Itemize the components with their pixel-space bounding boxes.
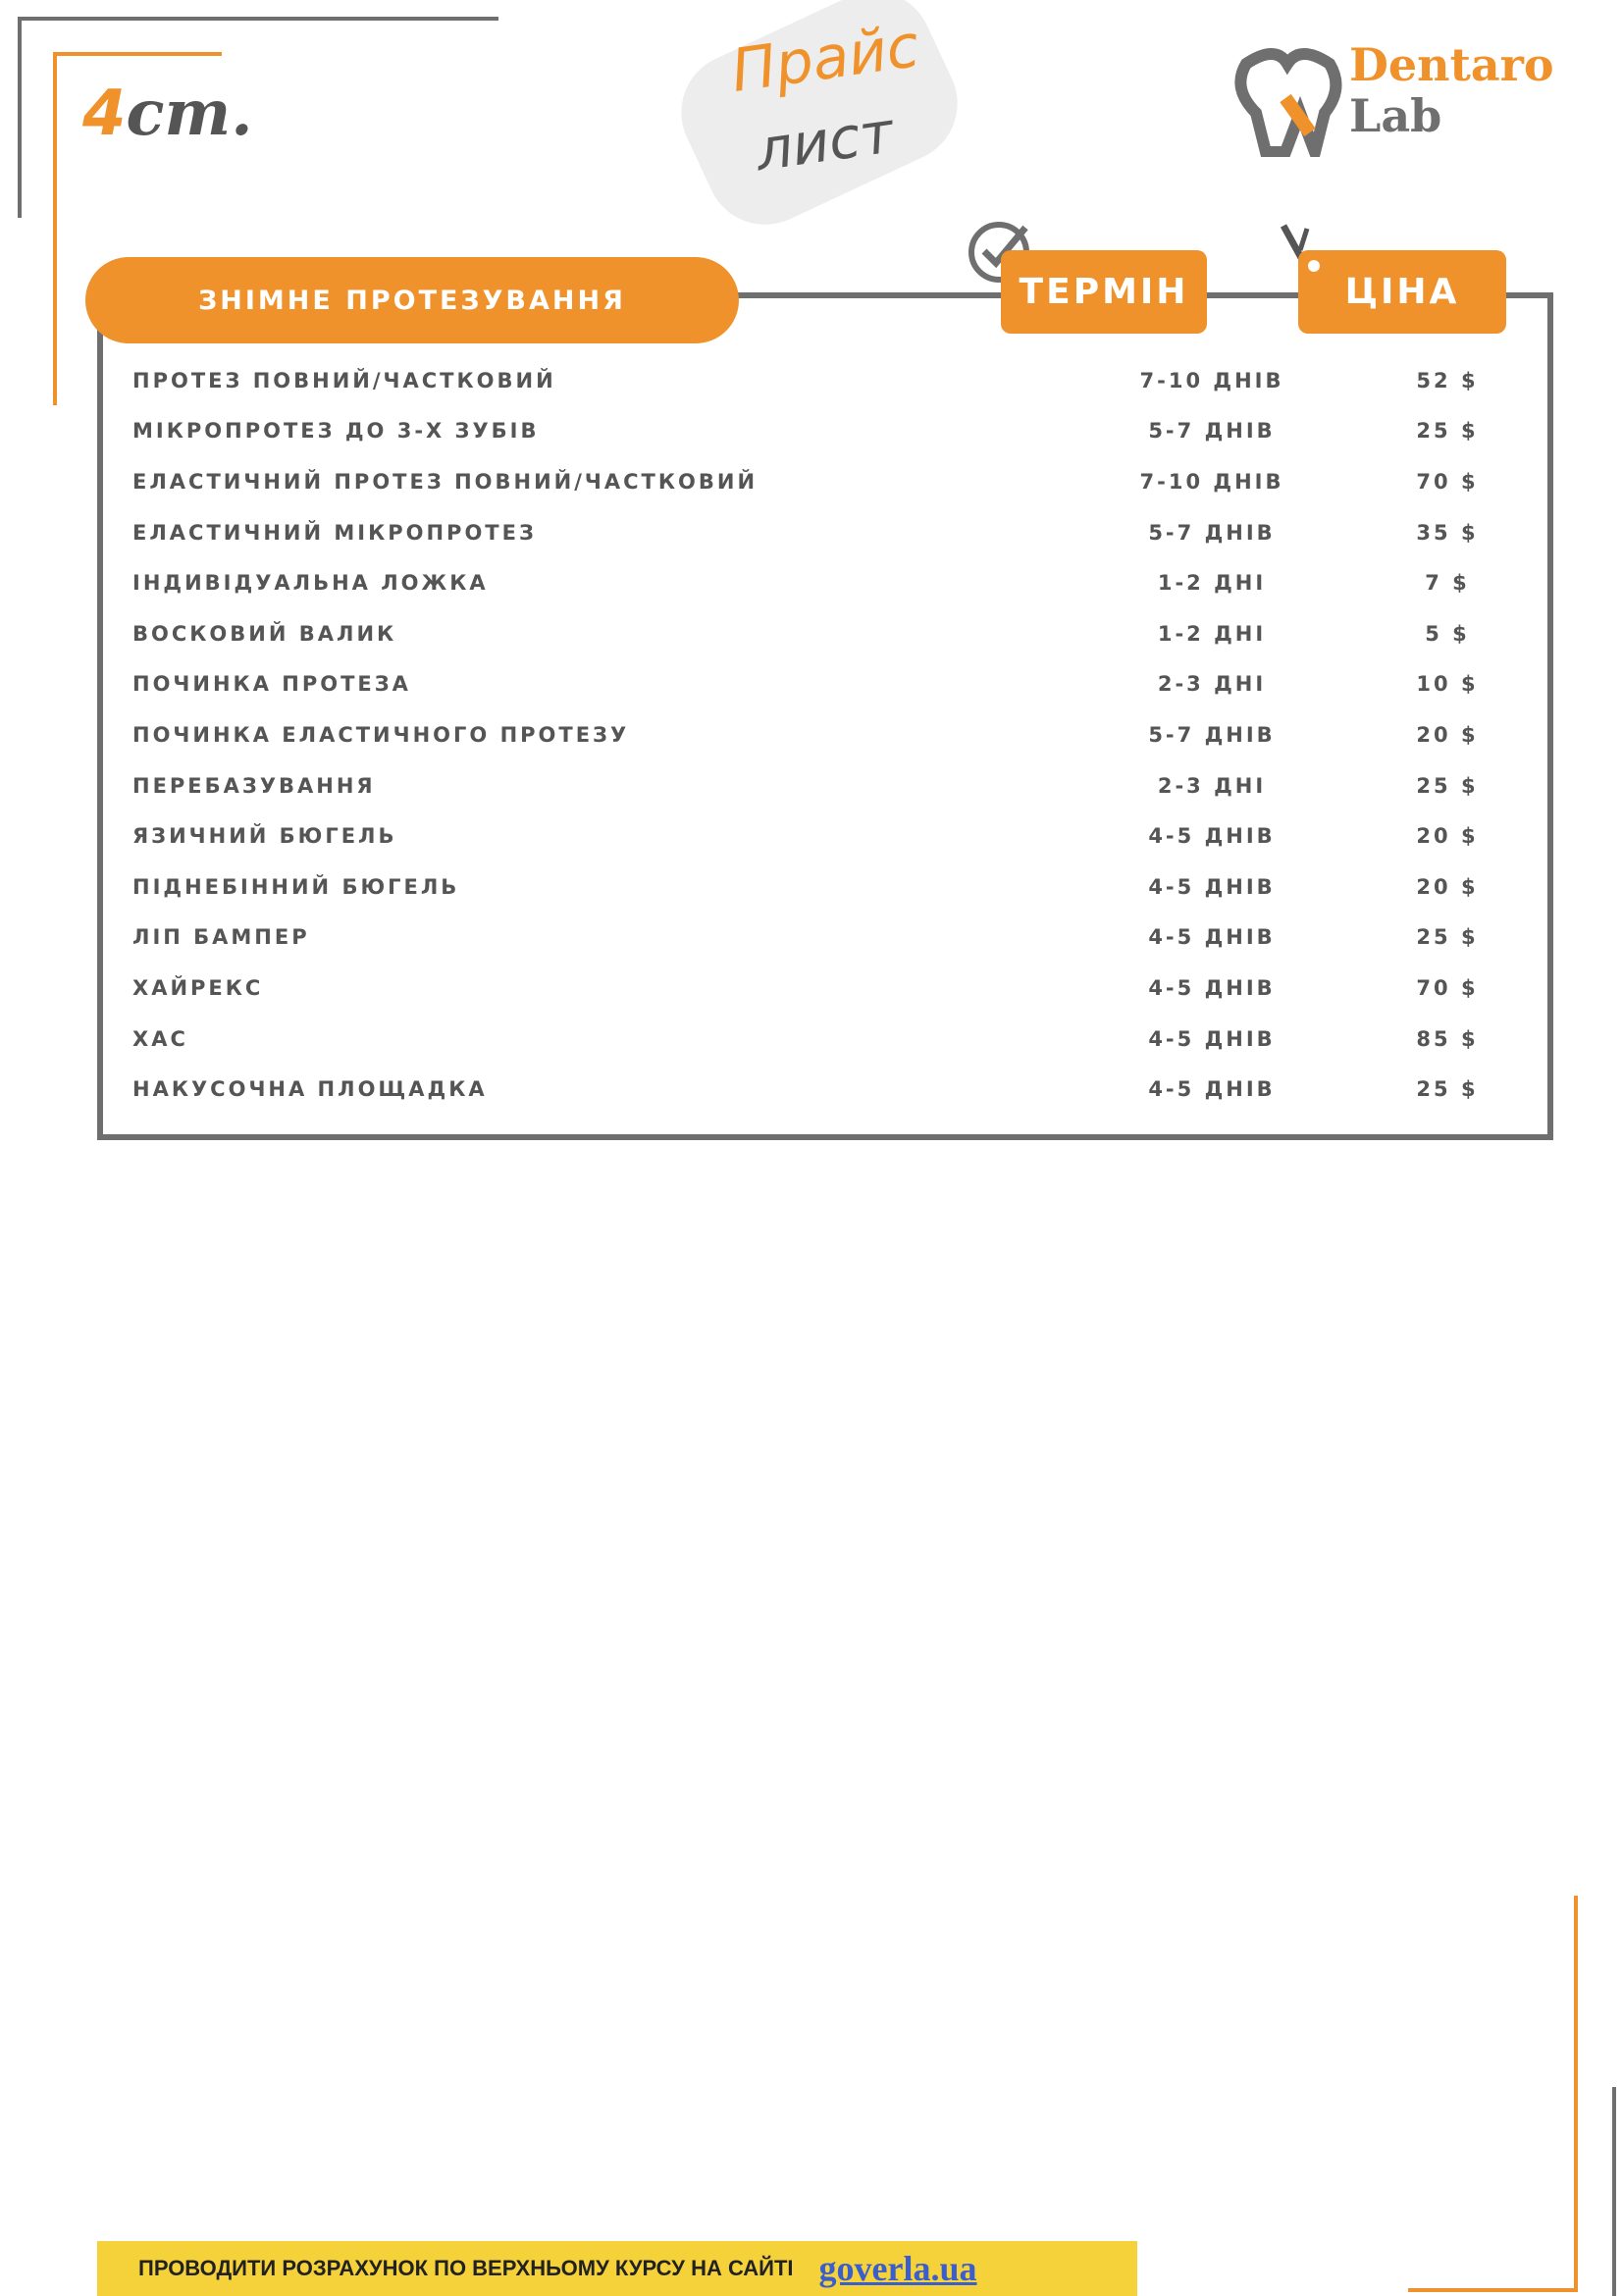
table-row: ВОСКОВИЙ ВАЛИК 1-2 ДНІ 5 $ — [132, 608, 1506, 659]
table-row: ПОЧИНКА ЕЛАСТИЧНОГО ПРОТЕЗУ 5-7 ДНІВ 20 $ — [132, 709, 1506, 760]
frame-line — [1612, 2087, 1616, 2296]
service-name: ІНДИВІДУАЛЬНА ЛОЖКА — [132, 571, 489, 596]
service-name: ХАЙРЕКС — [132, 975, 264, 1000]
service-name: ХАС — [132, 1026, 188, 1051]
price: 70 $ — [1416, 975, 1479, 1000]
price: 20 $ — [1416, 722, 1479, 747]
price: 25 $ — [1416, 419, 1479, 444]
page-number: 4ст. — [82, 77, 253, 150]
term: 2-3 ДНІ — [1157, 672, 1267, 697]
table-body: ПРОТЕЗ ПОВНИЙ/ЧАСТКОВИЙ 7-10 ДНІВ 52 $ МІКР… — [132, 355, 1506, 1115]
term: 7-10 ДНІВ — [1139, 368, 1284, 392]
table-row: НАКУСОЧНА ПЛОЩАДКА 4-5 ДНІВ 25 $ — [132, 1064, 1506, 1115]
page-number-digit: 4 — [82, 78, 127, 150]
section-header: ЗНІМНЕ ПРОТЕЗУВАННЯ — [85, 257, 739, 343]
footer-text: ПРОВОДИТИ РОЗРАХУНОК ПО ВЕРХНЬОМУ КУРСУ … — [138, 2256, 794, 2280]
price: 52 $ — [1416, 368, 1479, 392]
service-name: ЛІП БАМПЕР — [132, 925, 310, 950]
price: 70 $ — [1416, 469, 1479, 494]
service-name: ПОЧИНКА ЕЛАСТИЧНОГО ПРОТЕЗУ — [132, 722, 630, 747]
table-row: ХАЙРЕКС 4-5 ДНІВ 70 $ — [132, 963, 1506, 1014]
service-name: ЕЛАСТИЧНИЙ ПРОТЕЗ ПОВНИЙ/ЧАСТКОВИЙ — [132, 469, 759, 494]
column-header: ЦІНА — [1298, 250, 1506, 334]
table-row: ПРОТЕЗ ПОВНИЙ/ЧАСТКОВИЙ 7-10 ДНІВ 52 $ — [132, 355, 1506, 406]
table-row: ХАС 4-5 ДНІВ 85 $ — [132, 1014, 1506, 1065]
service-name: МІКРОПРОТЕЗ ДО 3-Х ЗУБІВ — [132, 419, 540, 444]
table-row: ПЕРЕБАЗУВАННЯ 2-3 ДНІ 25 $ — [132, 760, 1506, 811]
logo-text: Dentaro — [1349, 38, 1554, 91]
service-name: ПОЧИНКА ПРОТЕЗА — [132, 672, 411, 697]
table-row: ЯЗИЧНИЙ БЮГЕЛЬ 4-5 ДНІВ 20 $ — [132, 810, 1506, 861]
price: 25 $ — [1416, 773, 1479, 798]
term: 5-7 ДНІВ — [1148, 520, 1276, 545]
term: 1-2 ДНІ — [1157, 621, 1267, 646]
frame-line — [53, 52, 222, 56]
frame-line — [1408, 2288, 1578, 2292]
service-name: ЕЛАСТИЧНИЙ МІКРОПРОТЕЗ — [132, 520, 537, 545]
price: 10 $ — [1416, 672, 1479, 697]
service-name: НАКУСОЧНА ПЛОЩАДКА — [132, 1077, 488, 1102]
check-icon — [968, 222, 1029, 283]
frame-line — [1574, 1896, 1578, 2290]
price: 20 $ — [1416, 824, 1479, 849]
service-name: ПРОТЕЗ ПОВНИЙ/ЧАСТКОВИЙ — [132, 368, 556, 392]
frame-line — [53, 52, 57, 405]
term: 1-2 ДНІ — [1157, 571, 1267, 596]
table-row: ПОЧИНКА ПРОТЕЗА 2-3 ДНІ 10 $ — [132, 659, 1506, 710]
term: 2-3 ДНІ — [1157, 773, 1267, 798]
term: 4-5 ДНІВ — [1148, 1077, 1276, 1102]
column-header: ТЕРМІН — [1001, 250, 1207, 334]
table-row: МІКРОПРОТЕЗ ДО 3-Х ЗУБІВ 5-7 ДНІВ 25 $ — [132, 406, 1506, 457]
table-row: ІНДИВІДУАЛЬНА ЛОЖКА 1-2 ДНІ 7 $ — [132, 557, 1506, 608]
table-row: ЛІП БАМПЕР 4-5 ДНІВ 25 $ — [132, 913, 1506, 964]
service-name: ПІДНЕБІННИЙ БЮГЕЛЬ — [132, 874, 460, 899]
price: 85 $ — [1416, 1026, 1479, 1051]
price: 20 $ — [1416, 874, 1479, 899]
term: 5-7 ДНІВ — [1148, 419, 1276, 444]
footer-band: ПРОВОДИТИ РОЗРАХУНОК ПО ВЕРХНЬОМУ КУРСУ … — [97, 2241, 1137, 2296]
term: 4-5 ДНІВ — [1148, 874, 1276, 899]
service-name: ВОСКОВИЙ ВАЛИК — [132, 621, 397, 646]
term: 5-7 ДНІВ — [1148, 722, 1276, 747]
footer-link[interactable]: goverla.ua — [818, 2249, 977, 2288]
table-row: ЕЛАСТИЧНИЙ МІКРОПРОТЕЗ 5-7 ДНІВ 35 $ — [132, 507, 1506, 558]
service-name: ПЕРЕБАЗУВАННЯ — [132, 773, 376, 798]
tag-hole — [1308, 260, 1320, 272]
frame-line — [18, 17, 22, 218]
table-row: ЕЛАСТИЧНИЙ ПРОТЕЗ ПОВНИЙ/ЧАСТКОВИЙ 7-10 Д… — [132, 456, 1506, 507]
logo-icon — [1234, 48, 1342, 157]
service-name: ЯЗИЧНИЙ БЮГЕЛЬ — [132, 824, 397, 849]
price: 7 $ — [1425, 571, 1470, 596]
term: 4-5 ДНІВ — [1148, 925, 1276, 950]
logo-text: Lab — [1349, 89, 1442, 142]
price: 5 $ — [1425, 621, 1470, 646]
table-frame — [97, 292, 1553, 1140]
term: 4-5 ДНІВ — [1148, 975, 1276, 1000]
table-row: ПІДНЕБІННИЙ БЮГЕЛЬ 4-5 ДНІВ 20 $ — [132, 861, 1506, 913]
term: 7-10 ДНІВ — [1139, 469, 1284, 494]
price: 25 $ — [1416, 1077, 1479, 1102]
term: 4-5 ДНІВ — [1148, 824, 1276, 849]
page-number-suffix: ст. — [126, 77, 253, 150]
frame-line — [18, 17, 498, 21]
price: 25 $ — [1416, 925, 1479, 950]
price: 35 $ — [1416, 520, 1479, 545]
term: 4-5 ДНІВ — [1148, 1026, 1276, 1051]
